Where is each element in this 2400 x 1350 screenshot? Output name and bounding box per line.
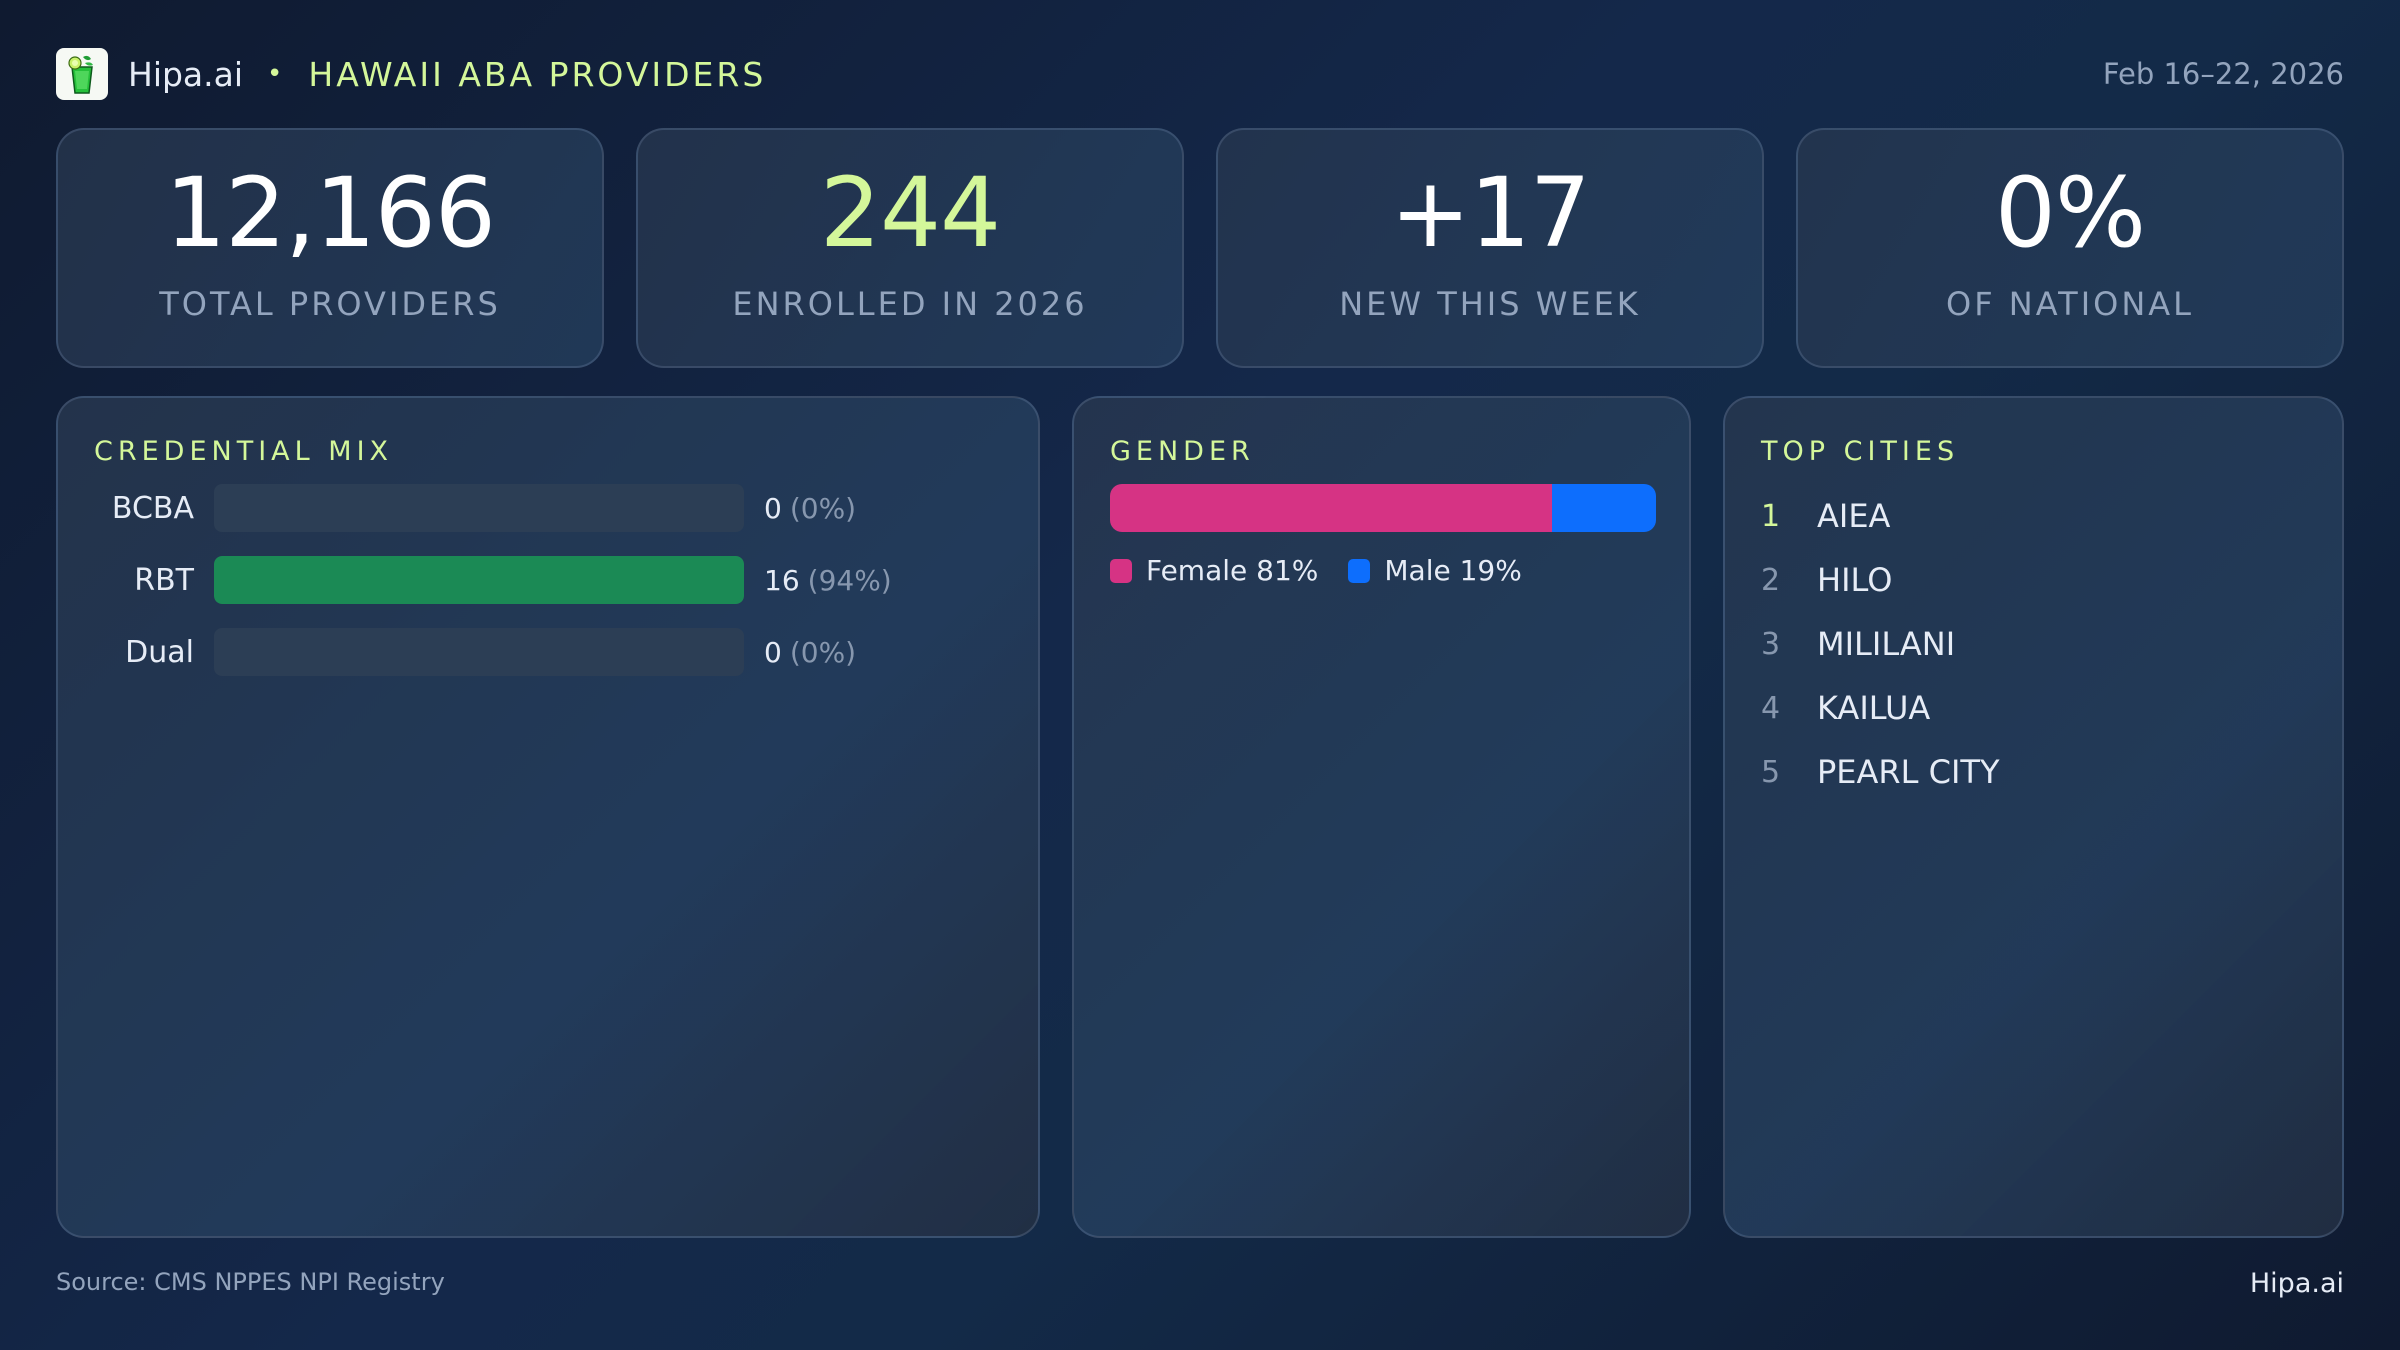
panel-title: GENDER [1110, 436, 1255, 467]
list-item: 5 PEARL CITY [1761, 740, 2306, 804]
stat-card-of-national: 0% OF NATIONAL [1796, 128, 2344, 368]
legend-label: Female 81% [1146, 554, 1319, 587]
title-separator: • [267, 59, 283, 89]
male-swatch-icon [1348, 558, 1371, 583]
gender-segment-male [1552, 484, 1656, 532]
stat-value: +17 [1390, 157, 1591, 269]
credential-label: BCBA [111, 490, 194, 526]
city-rank: 3 [1761, 626, 1781, 662]
bar-track [214, 556, 744, 604]
credential-mix-panel: CREDENTIAL MIX BCBA 0 (0%) RBT 16 (94%) Du… [56, 396, 1040, 1238]
city-rank: 5 [1761, 754, 1781, 790]
stat-label: TOTAL PROVIDERS [159, 285, 501, 323]
credential-row-bcba: BCBA 0 (0%) [94, 484, 1002, 532]
gender-panel: GENDER Female 81% Male 19% [1072, 396, 1691, 1238]
footer-brand: Hipa.ai [2249, 1268, 2344, 1299]
credential-pct: (0%) [789, 635, 857, 669]
credential-row-rbt: RBT 16 (94%) [94, 556, 1002, 604]
credential-row-dual: Dual 0 (0%) [94, 628, 1002, 676]
list-item: 4 KAILUA [1761, 676, 2306, 740]
stat-value: 244 [819, 157, 1001, 269]
date-range: Feb 16–22, 2026 [2102, 57, 2344, 91]
stat-card-new-this-week: +17 NEW THIS WEEK [1216, 128, 1764, 368]
stat-card-enrolled: 244 ENROLLED IN 2026 [636, 128, 1184, 368]
city-rank: 2 [1761, 562, 1781, 598]
stat-value: 12,166 [165, 157, 496, 269]
gender-stacked-bar [1110, 484, 1656, 532]
city-name: HILO [1817, 561, 1893, 599]
panel-title: CREDENTIAL MIX [94, 436, 394, 467]
list-item: 2 HILO [1761, 548, 2306, 612]
city-name: KAILUA [1817, 689, 1931, 727]
female-swatch-icon [1110, 558, 1132, 583]
credential-value: 0 (0%) [764, 492, 856, 525]
panel-title: TOP CITIES [1761, 436, 1960, 467]
bar-track [214, 628, 744, 676]
city-list: 1 AIEA 2 HILO 3 MILILANI 4 KAILUA 5 PEAR… [1761, 484, 2306, 804]
gender-legend: Female 81% Male 19% [1110, 554, 1653, 587]
stat-label: OF NATIONAL [1946, 285, 2194, 323]
list-item: 1 AIEA [1761, 484, 2306, 548]
source-note: Source: CMS NPPES NPI Registry [56, 1268, 445, 1296]
credential-count: 0 [764, 491, 782, 525]
top-cities-panel: TOP CITIES 1 AIEA 2 HILO 3 MILILANI 4 KA… [1723, 396, 2344, 1238]
credential-count: 0 [764, 635, 782, 669]
credential-pct: (0%) [789, 491, 857, 525]
gender-segment-female [1110, 484, 1553, 532]
city-rank: 1 [1761, 498, 1781, 534]
mojito-glass-icon [68, 55, 93, 94]
stats-row: 12,166 TOTAL PROVIDERS 244 ENROLLED IN 2… [56, 128, 2344, 368]
legend-label: Male 19% [1384, 554, 1522, 587]
stat-card-total-providers: 12,166 TOTAL PROVIDERS [56, 128, 604, 368]
bar-fill [214, 556, 744, 604]
logo[interactable] [56, 48, 108, 100]
credential-count: 16 [764, 563, 800, 597]
list-item: 3 MILILANI [1761, 612, 2306, 676]
credential-label: RBT [134, 562, 194, 598]
city-name: PEARL CITY [1817, 753, 2000, 791]
stat-value: 0% [1994, 157, 2146, 269]
credential-pct: (94%) [807, 563, 892, 597]
page-title: HAWAII ABA PROVIDERS [308, 54, 767, 94]
city-name: MILILANI [1817, 625, 1956, 663]
credential-value: 16 (94%) [764, 564, 892, 597]
bar-track [214, 484, 744, 532]
credential-label: Dual [125, 634, 194, 670]
brand-name: Hipa.ai [128, 54, 244, 94]
header: Hipa.ai • HAWAII ABA PROVIDERS Feb 16–22… [56, 48, 2344, 100]
credential-value: 0 (0%) [764, 636, 856, 669]
city-name: AIEA [1817, 497, 1891, 535]
stat-label: ENROLLED IN 2026 [732, 285, 1088, 323]
stat-label: NEW THIS WEEK [1339, 285, 1641, 323]
panels-row: CREDENTIAL MIX BCBA 0 (0%) RBT 16 (94%) Du… [56, 396, 2344, 1238]
legend-item-female: Female 81% [1110, 554, 1318, 587]
city-rank: 4 [1761, 690, 1781, 726]
credential-bars: BCBA 0 (0%) RBT 16 (94%) Dual 0 (0%) [94, 484, 1002, 676]
legend-item-male: Male 19% [1348, 554, 1522, 587]
